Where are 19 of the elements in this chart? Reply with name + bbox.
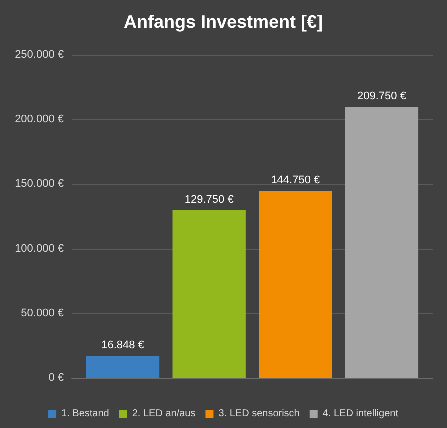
y-tick-label: 200.000 € — [15, 114, 64, 126]
y-tick-label: 50.000 € — [21, 307, 64, 320]
data-label: 209.750 € — [358, 90, 406, 103]
y-tick-label: 150.000 € — [15, 178, 64, 190]
legend-label: 4. LED intelligent — [322, 408, 399, 420]
bar — [172, 210, 246, 378]
data-label: 129.750 € — [184, 194, 234, 206]
legend-label: 1. Bestand — [62, 408, 110, 420]
legend-label: 3. LED sensorisch — [218, 408, 300, 420]
chart-title: Anfangs Investment [€] — [124, 12, 324, 32]
y-tick-label: 250.000 € — [15, 49, 64, 61]
bar — [345, 107, 419, 378]
y-tick-label: 100.000 € — [15, 242, 64, 255]
legend-label: 2. LED an/aus — [132, 408, 196, 420]
data-label: 16.848 € — [102, 340, 144, 352]
data-label: 144.750 € — [271, 174, 320, 186]
bar — [86, 356, 160, 378]
bar — [259, 190, 332, 378]
y-tick-label: 0 € — [48, 372, 64, 384]
